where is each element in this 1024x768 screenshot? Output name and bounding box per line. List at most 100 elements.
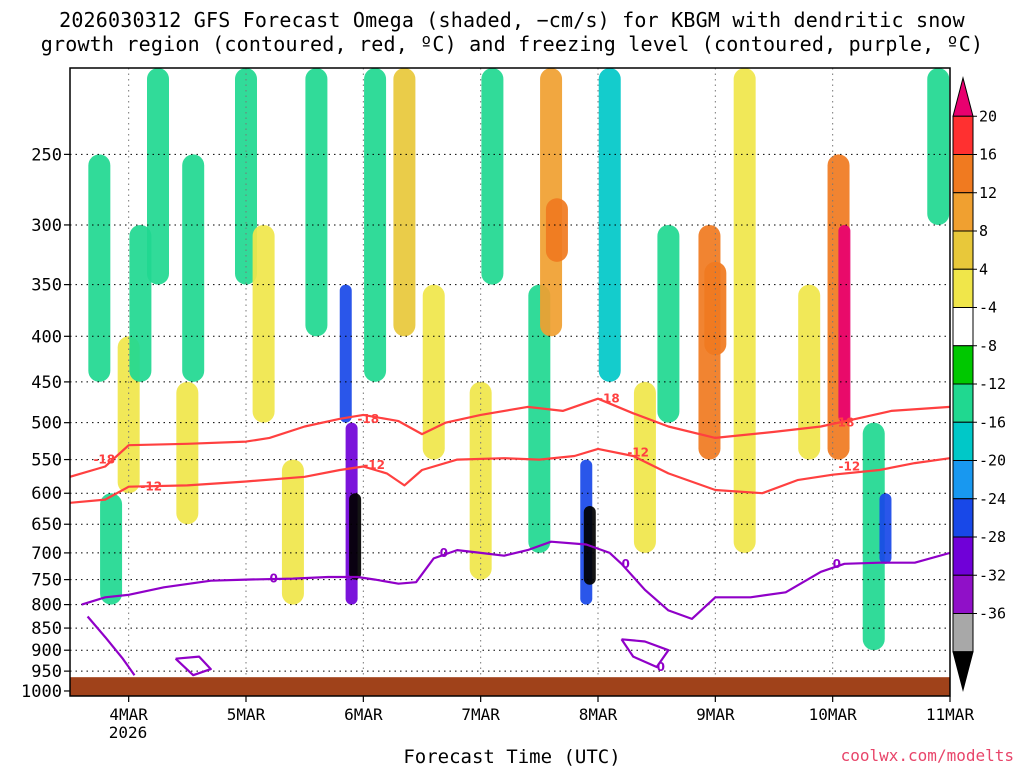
contour-label: -18 xyxy=(93,453,115,467)
colorbar-label: 8 xyxy=(979,222,988,240)
omega-cell xyxy=(235,68,257,285)
colorbar-label: -32 xyxy=(979,566,1006,584)
x-tick-label: 6MAR xyxy=(344,705,383,724)
colorbar-band xyxy=(952,421,974,461)
y-tick-label: 550 xyxy=(31,451,62,471)
credit-link[interactable]: coolwx.com/modelts xyxy=(840,746,1014,765)
y-tick-label: 1000 xyxy=(21,682,62,702)
y-tick-label: 250 xyxy=(31,145,62,165)
dotted-grid xyxy=(70,68,951,696)
colorbar-band xyxy=(952,307,974,347)
x-axis: 4MAR 5MAR 6MAR 7MAR 8MAR 9MAR 10MAR 11MAR xyxy=(109,696,974,724)
omega-shading xyxy=(88,68,950,651)
contour-label: -18 xyxy=(598,392,620,406)
omega-cell xyxy=(129,224,152,382)
colorbar-band xyxy=(952,115,974,155)
colorbar-label: -8 xyxy=(979,337,997,355)
contour-label: -18 xyxy=(833,416,855,430)
omega-cell xyxy=(176,381,199,525)
y-axis: 2503003504004505005506006507007508008509… xyxy=(21,145,70,702)
y-tick-label: 650 xyxy=(31,515,62,535)
omega-cell xyxy=(657,224,680,423)
year-label: 2026 xyxy=(109,723,148,742)
colorbar-band xyxy=(952,154,974,194)
colorbar-label: 12 xyxy=(979,184,997,202)
y-tick-label: 950 xyxy=(31,662,62,682)
colorbar-label: -12 xyxy=(979,375,1006,393)
x-tick-label: 5MAR xyxy=(227,705,266,724)
colorbar-band xyxy=(952,536,974,576)
omega-cell xyxy=(927,68,950,225)
colorbar-band xyxy=(952,574,974,614)
colorbar-band xyxy=(952,498,974,538)
colorbar-band xyxy=(952,345,974,385)
omega-cell xyxy=(339,284,352,423)
colorbar-arrow-top xyxy=(952,76,974,117)
omega-cell xyxy=(349,493,362,580)
contour-label: -12 xyxy=(839,460,861,474)
omega-cell xyxy=(481,68,504,285)
colorbar-label: -24 xyxy=(979,490,1006,508)
colorbar-label: -16 xyxy=(979,413,1006,431)
contour-label: 0 xyxy=(833,557,841,571)
x-axis-title: Forecast Time (UTC) xyxy=(403,746,621,768)
contour-0-sfc-west xyxy=(86,615,136,676)
y-tick-label: 900 xyxy=(31,641,62,661)
y-tick-label: 450 xyxy=(31,373,62,393)
contour-label: 0 xyxy=(621,557,629,571)
contour-label: 0 xyxy=(440,546,448,560)
x-tick-label: 11MAR xyxy=(926,705,975,724)
y-tick-label: 850 xyxy=(31,619,62,639)
colorbar-label: 4 xyxy=(979,260,988,278)
contour-label: -18 xyxy=(357,412,379,426)
y-tick-label: 350 xyxy=(31,276,62,296)
y-tick-label: 300 xyxy=(31,216,62,236)
colorbar-label: 16 xyxy=(979,146,997,164)
omega-cell xyxy=(393,68,416,337)
colorbar-band xyxy=(952,383,974,423)
omega-cell xyxy=(252,224,275,423)
chart-title-line2: growth region (contoured, red, ºC) and f… xyxy=(40,32,984,56)
colorbar-band xyxy=(952,613,974,653)
y-tick-label: 700 xyxy=(31,544,62,564)
omega-cell xyxy=(528,284,551,553)
x-tick-label: 8MAR xyxy=(579,705,618,724)
colorbar: 20 16 12 8 4 -4 -8 -12 -16 -20 -24 -28 -32 -36 xyxy=(952,76,1006,692)
contour-labels: -18 -12 -18 -12 -18 -12 -18 -12 0 0 0 0 0 xyxy=(93,392,861,674)
omega-cell xyxy=(838,224,851,423)
omega-cell xyxy=(182,154,205,382)
colorbar-label: -28 xyxy=(979,528,1006,546)
contour-0-loop-b xyxy=(620,638,670,669)
colorbar-band xyxy=(952,460,974,500)
y-tick-label: 750 xyxy=(31,571,62,591)
y-tick-label: 800 xyxy=(31,596,62,616)
colorbar-band xyxy=(952,230,974,270)
chart-title-line1: 2026030312 GFS Forecast Omega (shaded, −… xyxy=(59,8,965,32)
temperature-contours xyxy=(70,397,950,677)
x-tick-label: 10MAR xyxy=(809,705,858,724)
omega-cell xyxy=(305,68,328,337)
contour-label: 0 xyxy=(269,572,277,586)
x-tick-label: 9MAR xyxy=(696,705,735,724)
colorbar-label: -20 xyxy=(979,452,1006,470)
colorbar-arrow-bottom xyxy=(952,651,974,692)
contour-0 xyxy=(81,540,950,620)
omega-cell xyxy=(281,459,304,605)
colorbar-label: 20 xyxy=(979,107,997,125)
omega-cell xyxy=(88,154,111,382)
omega-cell xyxy=(862,422,885,651)
y-tick-label: 600 xyxy=(31,484,62,504)
omega-cell xyxy=(704,261,727,356)
omega-cell xyxy=(879,493,892,564)
contour-label: -12 xyxy=(627,445,649,459)
x-tick-label: 4MAR xyxy=(109,705,148,724)
omega-cell xyxy=(100,493,123,605)
colorbar-band xyxy=(952,192,974,232)
contour-label: -12 xyxy=(363,458,385,472)
y-tick-label: 400 xyxy=(31,327,62,347)
omega-cell xyxy=(364,68,387,382)
omega-cell xyxy=(798,284,821,460)
x-tick-label: 7MAR xyxy=(461,705,500,724)
colorbar-label: -4 xyxy=(979,299,997,317)
